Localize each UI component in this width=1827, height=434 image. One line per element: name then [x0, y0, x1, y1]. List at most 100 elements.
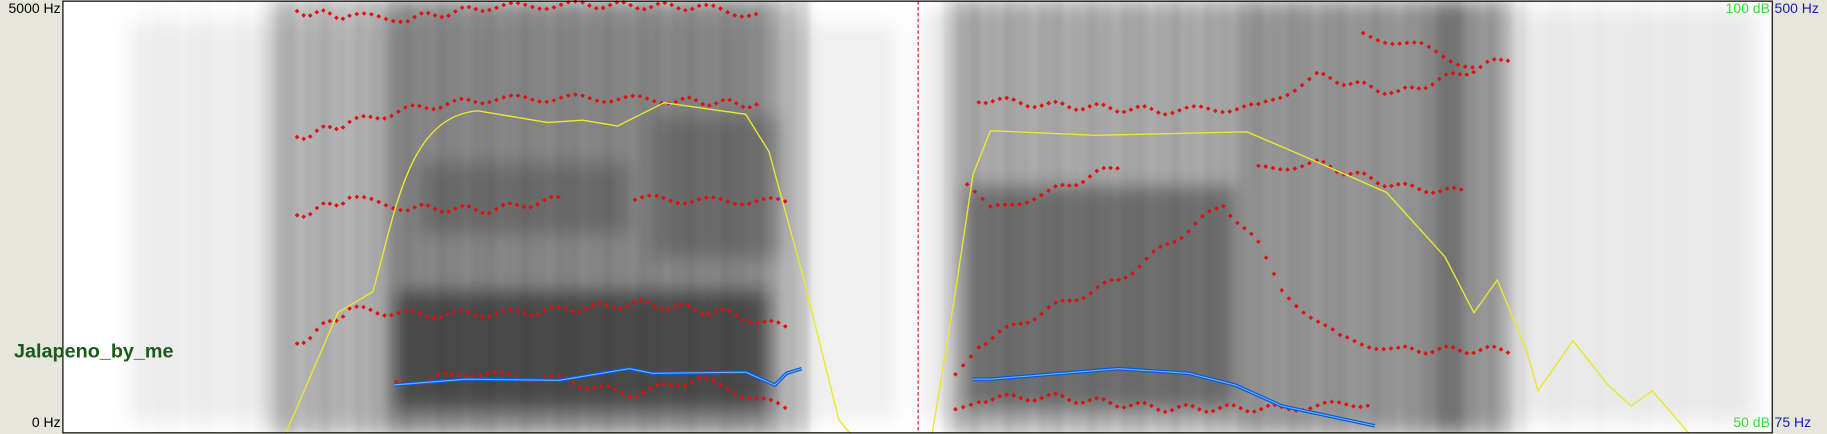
- formant-dot: [501, 95, 507, 100]
- frequency-top-label: 5000 Hz: [9, 0, 61, 16]
- formant-dot: [1149, 106, 1154, 112]
- formant-dot: [1285, 92, 1290, 98]
- formant-dot: [393, 379, 399, 384]
- formant-dot: [1388, 346, 1394, 351]
- formant-dot: [1066, 397, 1072, 403]
- formant-dot: [1293, 303, 1299, 309]
- formant-dot: [1018, 395, 1024, 401]
- formant-dot: [703, 2, 709, 8]
- pitch-top-label: 500 Hz: [1775, 0, 1819, 16]
- formant-dot: [494, 97, 499, 103]
- formant-dot: [1251, 409, 1257, 414]
- formant-dot: [713, 100, 719, 106]
- formant-dot: [473, 99, 478, 105]
- formant-dot: [1205, 106, 1211, 111]
- formant-dot: [676, 6, 681, 11]
- formant-dot: [405, 18, 411, 24]
- formant-dot: [1158, 244, 1163, 249]
- formant-dot: [1484, 344, 1490, 350]
- formant-dot: [473, 207, 479, 213]
- formant-dot: [600, 5, 606, 11]
- pitch-curve-highlight: [972, 368, 1376, 427]
- formant-dot: [679, 302, 684, 307]
- formant-dot: [953, 406, 958, 412]
- formant-dot: [1327, 75, 1333, 81]
- formant-dot: [1053, 99, 1058, 105]
- formant-dot: [1249, 231, 1254, 237]
- formant-dot: [1416, 86, 1422, 91]
- formant-dot: [439, 209, 445, 215]
- formant-dot: [990, 397, 996, 402]
- formant-dot: [1135, 104, 1141, 110]
- formant-dot: [1430, 190, 1436, 196]
- formant-dot: [682, 383, 688, 388]
- formant-dot: [452, 98, 457, 103]
- formant-dot: [713, 308, 718, 314]
- formant-dot: [1389, 90, 1394, 96]
- formant-dot: [383, 202, 389, 208]
- formant-dot: [1416, 349, 1422, 355]
- formant-dot: [1478, 347, 1483, 353]
- formant-dot: [661, 195, 666, 201]
- formant-dot: [1441, 54, 1446, 60]
- formant-dot: [696, 197, 702, 202]
- formant-dot: [1263, 99, 1269, 104]
- formant-dot: [1361, 171, 1367, 176]
- formant-dot: [768, 397, 774, 403]
- formant-dot: [1402, 85, 1408, 90]
- formant-dot: [682, 201, 688, 206]
- formant-dot: [301, 340, 307, 346]
- intensity-curve: [284, 101, 852, 434]
- formant-dot: [487, 7, 492, 13]
- formant-dot: [459, 308, 464, 313]
- formant-dot: [727, 308, 732, 314]
- formant-dot: [753, 11, 759, 17]
- intensity-curve: [931, 129, 1691, 434]
- formant-dot: [1491, 57, 1497, 62]
- formant-dot: [1444, 186, 1450, 192]
- formant-dot: [492, 369, 498, 375]
- formant-dot: [1361, 80, 1367, 85]
- formant-dot: [1430, 82, 1435, 87]
- formant-dot: [307, 211, 313, 217]
- formant-dot: [390, 18, 396, 24]
- formant-dot: [1491, 344, 1497, 350]
- formant-dot: [762, 319, 767, 325]
- formant-dot: [646, 193, 652, 198]
- formant-dot: [703, 195, 709, 200]
- formant-dot: [732, 13, 738, 18]
- formant-dot: [711, 195, 716, 200]
- formant-dot: [607, 2, 613, 8]
- formant-dot: [1341, 82, 1347, 88]
- formant-dot: [1011, 97, 1017, 103]
- formant-dot: [480, 314, 485, 320]
- formant-dot: [1073, 400, 1079, 406]
- formant-dot: [1256, 101, 1261, 107]
- formant-dot: [1375, 180, 1381, 186]
- formant-dot: [747, 105, 753, 110]
- formant-dot: [508, 307, 513, 312]
- formant-dot: [1382, 183, 1387, 189]
- formant-dot: [1443, 72, 1449, 77]
- formant-dot: [733, 100, 739, 106]
- formant-dot: [1443, 344, 1449, 349]
- formant-dot: [432, 206, 438, 212]
- formant-dot: [1322, 400, 1328, 406]
- formant-dot: [456, 373, 462, 379]
- formant-dot: [1248, 102, 1254, 107]
- formant-dot: [307, 134, 313, 139]
- formant-dot: [410, 103, 415, 108]
- formant-dot: [1031, 197, 1037, 202]
- formant-dot: [544, 99, 550, 105]
- formant-dot: [1404, 40, 1410, 46]
- formant-dot: [983, 399, 989, 405]
- formant-dot: [725, 387, 731, 392]
- formant-dot: [626, 394, 632, 400]
- formant-dot: [1080, 400, 1086, 405]
- formant-dot: [1101, 102, 1106, 108]
- plot-border: [62, 0, 1773, 434]
- formant-dot: [459, 203, 465, 209]
- formant-dot: [1337, 332, 1343, 338]
- formant-dot: [1375, 89, 1381, 94]
